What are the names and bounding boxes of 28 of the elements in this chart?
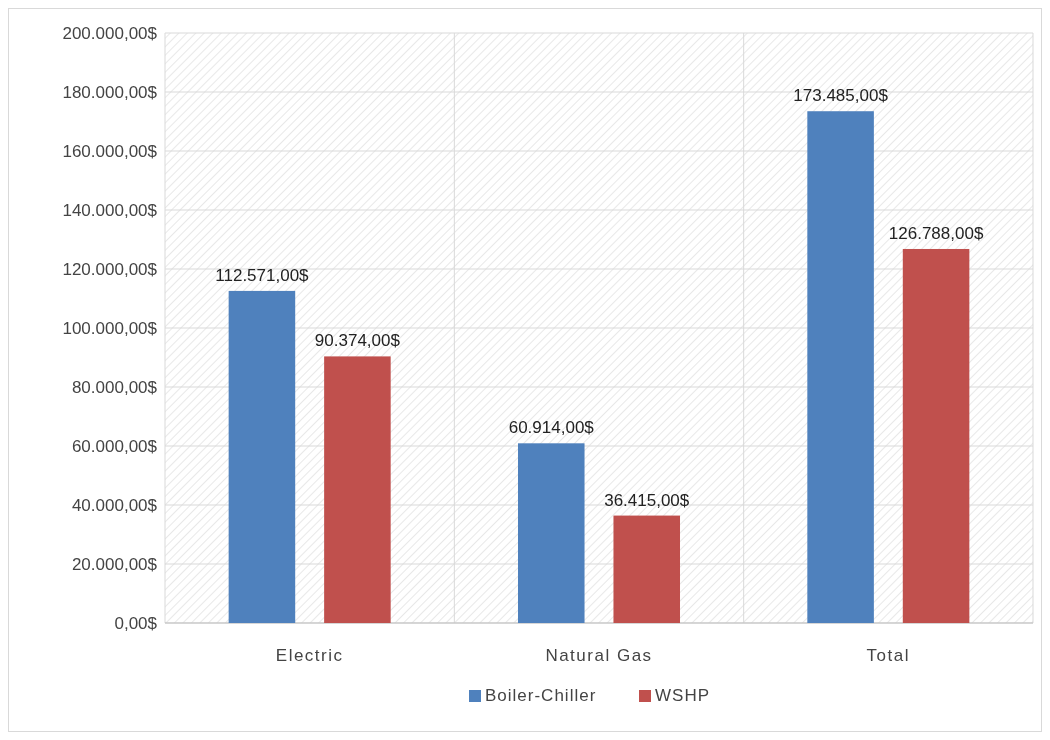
y-tick-label: 20.000,00$: [71, 554, 158, 574]
bar: [324, 356, 391, 623]
legend-label: Boiler-Chiller: [485, 686, 597, 705]
bar: [613, 515, 681, 623]
y-tick-label: 0,00$: [114, 613, 158, 633]
data-label: 36.415,00$: [604, 490, 690, 510]
y-tick-label: 160.000,00$: [62, 141, 158, 161]
y-tick-label: 140.000,00$: [62, 200, 158, 220]
bar: [807, 111, 874, 623]
y-tick-label: 60.000,00$: [71, 436, 158, 456]
legend-label: WSHP: [655, 686, 710, 705]
x-tick-label: Total: [866, 646, 911, 665]
bar: [517, 443, 585, 623]
y-tick-label: 40.000,00$: [71, 495, 158, 515]
y-tick-label: 120.000,00$: [62, 259, 158, 279]
bar: [228, 290, 296, 623]
data-label: 126.788,00$: [888, 223, 984, 243]
x-tick-label: Natural Gas: [545, 646, 653, 665]
data-label: 60.914,00$: [508, 418, 595, 438]
y-tick-label: 200.000,00$: [62, 23, 158, 43]
y-tick-label: 100.000,00$: [62, 318, 158, 338]
data-label: 173.485,00$: [793, 86, 889, 106]
data-label: 112.571,00$: [215, 265, 310, 285]
y-tick-label: 180.000,00$: [62, 82, 158, 102]
bar: [902, 248, 970, 623]
y-tick-label: 80.000,00$: [71, 377, 158, 397]
x-tick-label: Electric: [275, 646, 344, 665]
data-label: 90.374,00$: [314, 331, 401, 351]
